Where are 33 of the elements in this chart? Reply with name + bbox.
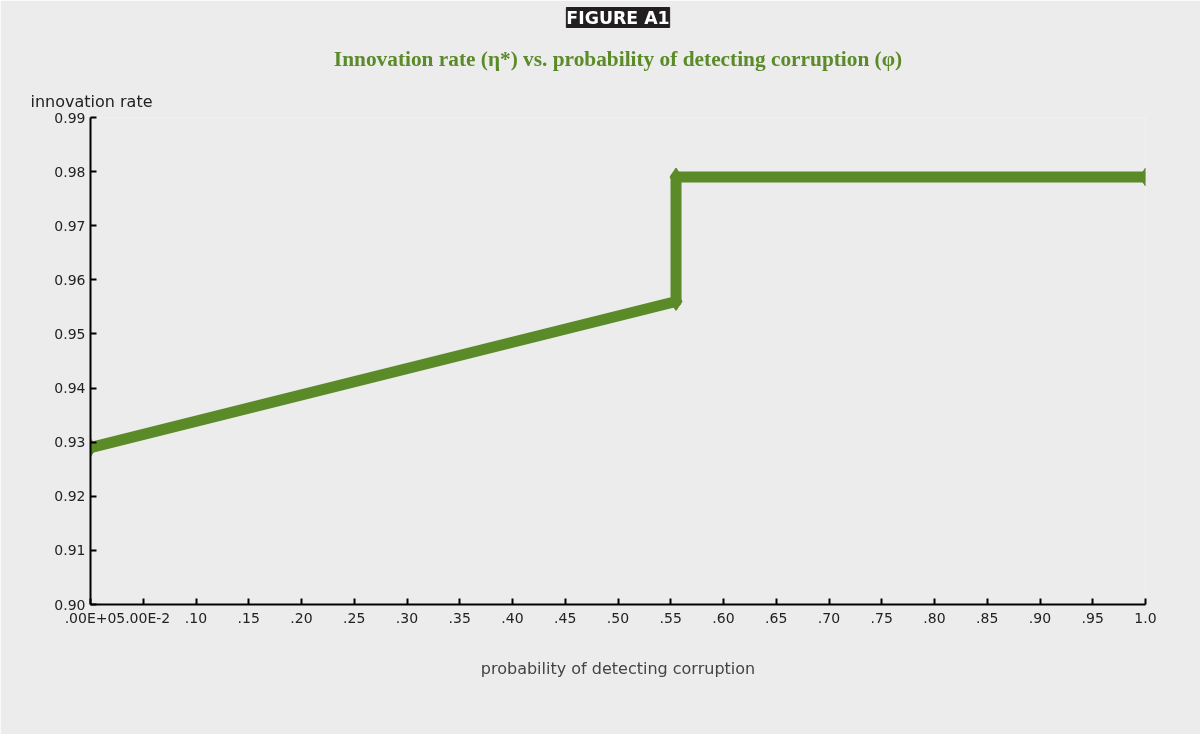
x-tick-label: .50 [606,609,630,626]
x-tick-label: 5.00E-2 [116,609,171,626]
x-tick-label: .70 [817,609,841,626]
x-tick-label: .35 [448,609,471,626]
y-tick-label: 0.95 [54,325,86,342]
x-tick-label: .60 [712,609,735,626]
chart-title: FIGURE A1 [566,7,670,28]
chart-subtitle: Innovation rate (η*) vs. probability of detecting corruption (φ) [333,46,903,71]
y-tick-label: 0.96 [54,271,86,288]
x-tick-label: 1.0 [1134,609,1157,626]
y-tick-label: 0.98 [54,163,86,180]
x-tick-label: .90 [1028,609,1052,626]
x-tick-label: .95 [1081,609,1104,626]
x-tick-label: .80 [923,609,946,626]
x-tick-label: .75 [870,609,893,626]
x-tick-label: .30 [395,609,419,626]
y-axis-title: innovation rate [30,91,153,111]
x-tick-label: .40 [501,609,524,626]
y-tick-label: 0.92 [54,488,86,505]
x-tick-label: .20 [290,609,313,626]
x-tick-label: .45 [554,609,577,626]
y-tick-label: 0.93 [54,434,86,451]
x-tick-label: .25 [343,609,366,626]
y-tick-label: 0.97 [54,217,86,234]
y-tick-label: 0.99 [54,109,86,126]
x-tick-label: .55 [659,609,682,626]
x-tick-label: .85 [976,609,999,626]
x-axis-title: probability of detecting corruption [480,658,756,678]
y-tick-label: 0.94 [54,380,86,397]
x-tick-label: .65 [765,609,788,626]
x-tick-label: .10 [184,609,208,626]
y-tick-label: 0.91 [54,542,86,559]
x-tick-label: .15 [237,609,260,626]
